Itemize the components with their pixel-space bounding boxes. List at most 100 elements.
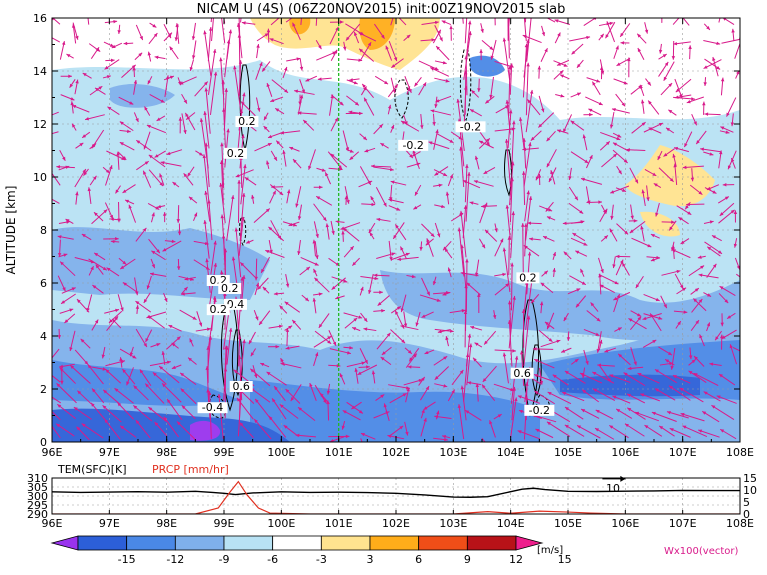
wind-vector-head (598, 101, 603, 106)
colorbar-label: -6 (267, 553, 278, 566)
colorbar-segment (223, 535, 274, 551)
wind-vector-head (522, 147, 527, 151)
wind-vector-head (399, 425, 404, 430)
wind-vector-head (719, 286, 724, 290)
wind-vector-head (342, 410, 347, 414)
wind-vector (465, 258, 468, 312)
wind-vector-head (338, 167, 343, 171)
wind-vector-head (641, 189, 645, 194)
wind-vector (609, 374, 631, 383)
colorbar-label: 12 (509, 553, 523, 566)
x-tick-label: 97E (99, 446, 120, 459)
wind-vector-head (341, 425, 346, 430)
contour-label-bg (229, 381, 253, 392)
wind-vector-head (367, 42, 372, 47)
wind-vector-head (241, 134, 245, 139)
wind-vector-head (110, 239, 115, 244)
wind-vector-head (69, 308, 74, 312)
wind-vector-head (566, 337, 571, 341)
wind-vector-head (733, 210, 738, 214)
wind-vector-head (523, 245, 528, 249)
wind-vector-head (451, 389, 455, 394)
wind-vector (458, 404, 465, 440)
x-tick-label: 101E (325, 446, 353, 459)
wind-vector-head (597, 363, 602, 367)
wind-vector-head (389, 167, 394, 172)
wind-vector-head (439, 37, 443, 42)
wind-vector-head (268, 416, 273, 420)
wind-vector (329, 348, 352, 355)
wind-vector (525, 196, 532, 241)
wind-vector-head (467, 333, 472, 338)
wind-vector-head (490, 448, 494, 452)
wind-vector-head (239, 109, 244, 114)
wind-vector-head (514, 397, 518, 402)
wind-vector-head (720, 126, 725, 130)
wind-vector-head (379, 124, 383, 129)
sub-annotation: 10 (606, 482, 620, 495)
wind-vector-head (285, 283, 290, 288)
wind-vector-head (385, 45, 389, 50)
wind-vector-head (609, 425, 614, 429)
wind-vector-head (550, 170, 554, 175)
wind-vector-head (183, 173, 188, 178)
wind-vector-head (626, 148, 630, 152)
wind-vector (463, 353, 469, 402)
wind-vector-head (220, 214, 224, 219)
wind-vector-head (316, 196, 321, 200)
wind-vector (711, 404, 735, 420)
wind-vector-head (668, 351, 672, 356)
wind-vector-head (697, 255, 702, 259)
wind-vector-head (430, 67, 435, 71)
wind-vector-head (651, 411, 656, 416)
wind-vector (87, 364, 104, 385)
wind-vector-head (305, 78, 310, 82)
wind-vector-head (481, 244, 486, 249)
wind-vector-head (413, 353, 417, 358)
wind-vector (52, 172, 61, 186)
wind-vector-head (285, 346, 290, 350)
wind-vector-head (425, 386, 430, 391)
contour-label-bg (510, 367, 534, 379)
wind-vector-head (274, 386, 278, 391)
wind-vector-head (259, 62, 263, 67)
sub-right-tick-label: 5 (743, 496, 750, 509)
wind-vector-head (415, 322, 419, 327)
wind-vector-head (206, 346, 210, 350)
wind-vector-head (599, 339, 603, 344)
wind-vector (465, 20, 471, 59)
wind-vector-head (512, 386, 517, 391)
wind-vector-head (362, 83, 366, 88)
wind-vector-head (521, 223, 525, 227)
wind-vector (523, 138, 527, 169)
wind-vector-head (64, 319, 69, 323)
wind-vector-head (655, 297, 660, 302)
wind-vector-head (464, 284, 468, 289)
wind-vector-head (424, 350, 429, 355)
wind-vector-head (680, 240, 685, 244)
wind-vector (52, 198, 60, 204)
wind-vector-head (672, 153, 676, 158)
wind-vector-head (610, 215, 614, 220)
wind-vector-head (120, 265, 125, 270)
wind-vector-head (207, 391, 212, 396)
wind-vector-head (125, 199, 130, 204)
wind-vector-head (570, 120, 575, 125)
wind-vector-head (473, 357, 477, 362)
wind-vector-head (151, 212, 155, 217)
colorbar-min-triangle (50, 535, 79, 551)
wind-vector-head (554, 19, 559, 23)
wind-vector-head (297, 111, 302, 115)
wind-vector-head (580, 268, 584, 273)
wind-vector (104, 418, 121, 440)
wind-vector-head (57, 404, 62, 408)
wind-vector-head (674, 146, 679, 151)
wind-vector-head (259, 321, 263, 325)
wind-vector (680, 413, 705, 422)
wind-vector-head (409, 357, 413, 362)
wind-vector-head (582, 389, 587, 394)
wind-vector-head (434, 172, 439, 176)
wind-vector-head (203, 30, 207, 35)
wind-vector-head (248, 340, 253, 345)
wind-vector-head (176, 266, 181, 271)
